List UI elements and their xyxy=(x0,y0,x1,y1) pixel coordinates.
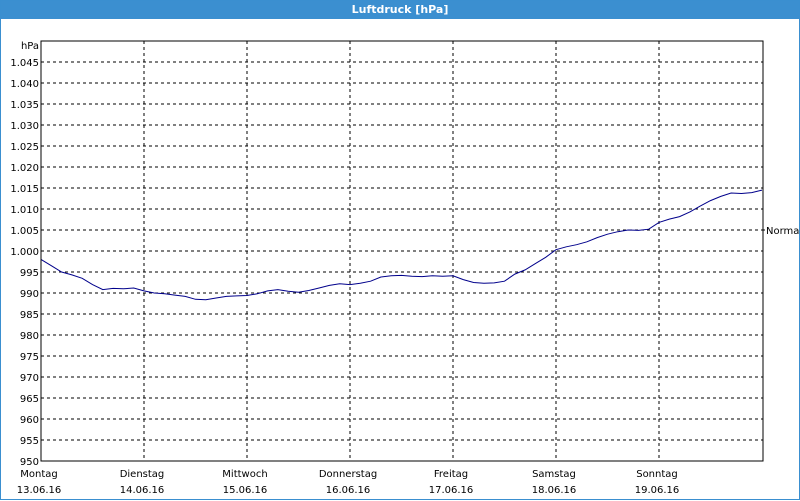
y-tick-label: 985 xyxy=(20,310,39,321)
y-tick-label: 1.010 xyxy=(10,205,39,216)
y-tick-label: 990 xyxy=(20,289,39,300)
x-tick-day-label: Freitag xyxy=(434,469,468,480)
y-tick-label: 995 xyxy=(20,268,39,279)
grid xyxy=(41,41,763,461)
series-layer xyxy=(41,190,762,300)
x-tick-day-label: Sonntag xyxy=(636,469,678,480)
reference-line-label: Normal xyxy=(766,226,800,237)
y-tick-label: 970 xyxy=(20,373,39,384)
y-tick-label: 1.020 xyxy=(10,163,39,174)
y-tick-label: 1.000 xyxy=(10,247,39,258)
x-tick-day-label: Montag xyxy=(20,469,57,480)
x-tick-date-label: 15.06.16 xyxy=(223,485,268,496)
y-tick-label: 1.040 xyxy=(10,79,39,90)
x-tick-date-label: 13.06.16 xyxy=(17,485,62,496)
y-tick-label: 975 xyxy=(20,352,39,363)
y-unit-label: hPa xyxy=(21,41,39,52)
y-tick-label: 955 xyxy=(20,436,39,447)
x-tick-date-label: 18.06.16 xyxy=(532,485,577,496)
y-tick-label: 1.030 xyxy=(10,121,39,132)
y-tick-label: 1.015 xyxy=(10,184,39,195)
y-tick-label: 950 xyxy=(20,457,39,468)
x-tick-date-label: 19.06.16 xyxy=(635,485,680,496)
x-tick-day-label: Donnerstag xyxy=(319,469,377,480)
y-tick-label: 980 xyxy=(20,331,39,342)
x-tick-labels: Montag 13.06.16 Dienstag 14.06.16 Mittwoch 15… xyxy=(17,469,680,496)
series-line xyxy=(41,190,762,300)
y-tick-label: 1.045 xyxy=(10,58,39,69)
x-tick-day-label: Samstag xyxy=(532,469,576,480)
y-tick-label: 1.025 xyxy=(10,142,39,153)
x-tick-day-label: Mittwoch xyxy=(222,469,267,480)
x-tick-date-label: 17.06.16 xyxy=(429,485,474,496)
y-tick-label: 960 xyxy=(20,415,39,426)
x-tick-date-label: 16.06.16 xyxy=(326,485,371,496)
y-tick-labels: 1.045 1.040 1.035 1.030 1.025 1.020 1.015 1.010… xyxy=(10,41,39,468)
x-tick-day-label: Dienstag xyxy=(120,469,165,480)
y-tick-label: 1.035 xyxy=(10,100,39,111)
x-tick-date-label: 14.06.16 xyxy=(120,485,165,496)
y-tick-label: 1.005 xyxy=(10,226,39,237)
y-tick-label: 965 xyxy=(20,394,39,405)
